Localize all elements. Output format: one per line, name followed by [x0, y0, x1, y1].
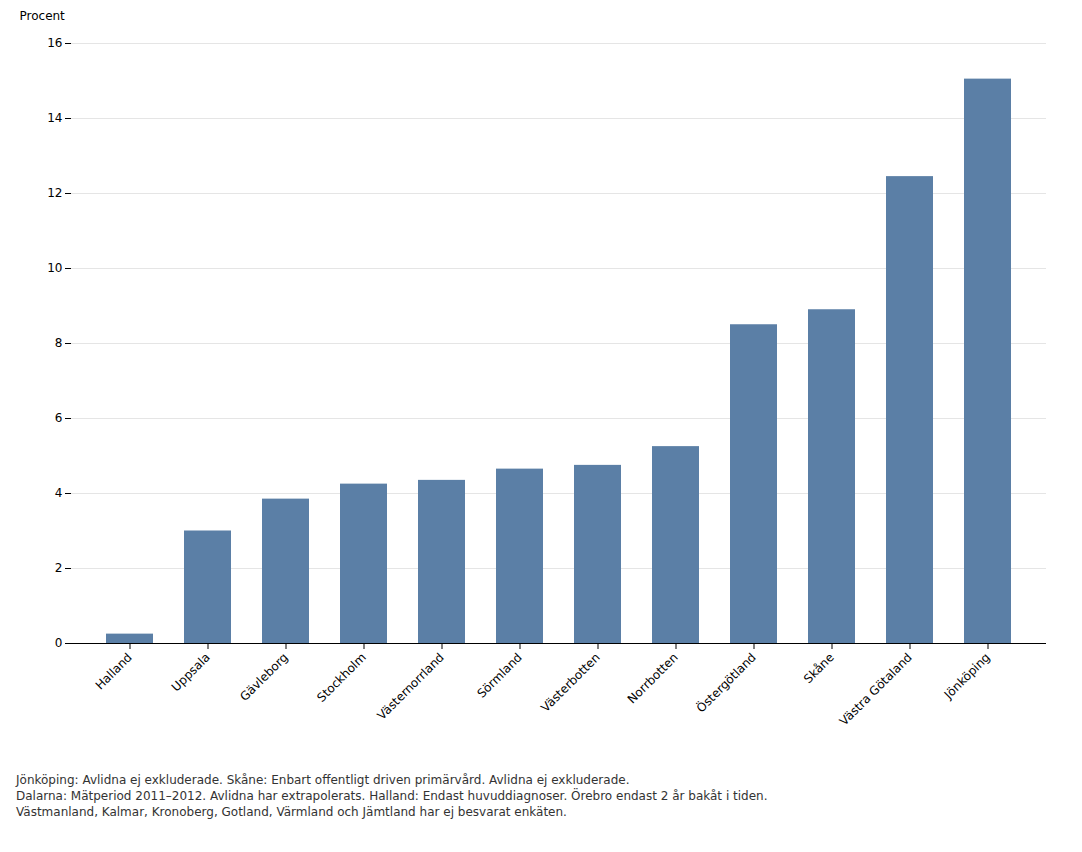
html-text:Jönköping: Avlidna ej exkluder: Jönköping: Avlidna ej exkluderade. Skåne…	[16, 773, 630, 787]
svg-text:Norrbotten: Norrbotten	[625, 650, 681, 706]
svg-text:0: 0	[55, 636, 63, 650]
svg-text:Gävleborg: Gävleborg	[237, 650, 291, 704]
svg-text:Östergötland: Östergötland	[692, 649, 759, 716]
svg-text:Sörmland: Sörmland	[474, 650, 524, 700]
svg-text:Västernorrland: Västernorrland	[375, 650, 447, 722]
svg-text:Skåne: Skåne	[801, 650, 837, 686]
svg-text:Uppsala: Uppsala	[169, 650, 213, 694]
html-text:Dalarna: Mätperiod 2011–2012.: Dalarna: Mätperiod 2011–2012. Avlidna ha…	[16, 789, 768, 804]
svg-text:6: 6	[55, 411, 63, 425]
svg-text:Jönköping: Jönköping	[941, 650, 993, 702]
svg-text:12: 12	[47, 186, 62, 200]
svg-text:10: 10	[47, 261, 62, 275]
html-text:Västmanland, Kalmar, Kronoberg: Västmanland, Kalmar, Kronoberg, Gotland,…	[16, 805, 567, 820]
svg-text:4: 4	[55, 486, 63, 500]
svg-text:14: 14	[47, 111, 62, 125]
svg-text:Halland: Halland	[93, 650, 135, 692]
svg-text:Stockholm: Stockholm	[314, 650, 369, 705]
svg-text:16: 16	[47, 36, 62, 50]
svg-text:8: 8	[55, 336, 63, 350]
svg-text:Västerbotten: Västerbotten	[538, 650, 603, 715]
svg-text:2: 2	[55, 561, 63, 575]
svg-text:Procent: Procent	[20, 9, 66, 23]
svg-text:Västra Götaland: Västra Götaland	[837, 650, 915, 728]
